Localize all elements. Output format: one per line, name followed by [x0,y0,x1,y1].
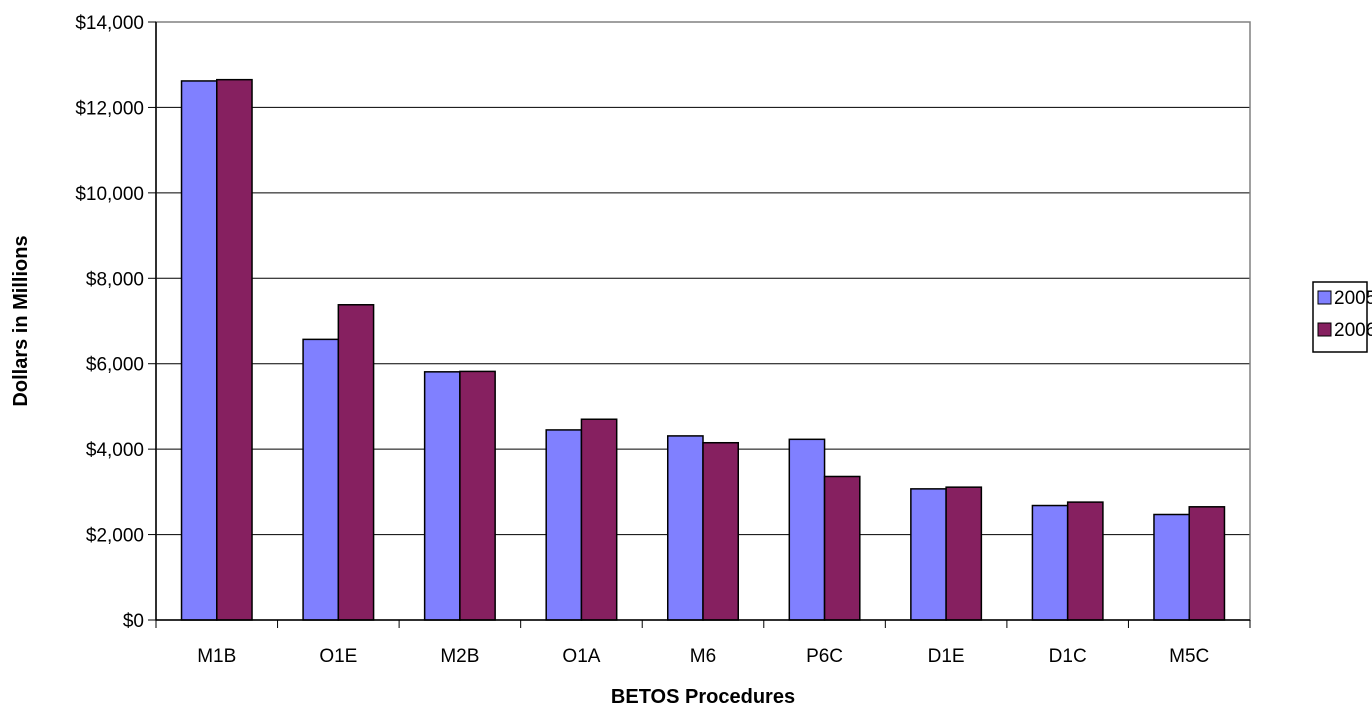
bar [1066,501,1104,621]
x-tick-label: P6C [806,646,843,667]
x-axis-tick-labels: M1B O1E M2B O1A M6 P6C D1E D1C M5C [197,646,1209,667]
bar [1031,504,1069,621]
bar [945,486,983,621]
bar [1188,506,1226,621]
bar [666,435,704,621]
x-tick-label: M6 [690,646,716,667]
bars [180,78,1226,621]
y-tick-label: $4,000 [86,440,144,461]
legend-swatch [1317,322,1332,337]
bar [459,370,496,621]
y-tick-label: $10,000 [75,184,144,205]
bar [788,438,826,621]
bar [180,80,218,621]
x-tick-label: D1E [928,646,965,667]
bar [302,338,340,621]
x-tick-label: D1C [1049,646,1087,667]
x-axis-title: BETOS Procedures [611,686,795,708]
y-tick-label: $8,000 [86,269,144,290]
bar [423,371,461,621]
bar [216,78,253,621]
y-tick-label: $12,000 [75,98,144,119]
y-tick-label: $0 [123,611,144,632]
legend-swatch [1317,290,1332,305]
bar [823,475,861,621]
bar [1153,513,1190,621]
bar [580,418,618,621]
x-tick-label: O1A [562,646,600,667]
bar [545,429,583,621]
y-tick-label: $2,000 [86,526,144,547]
y-tick-label: $14,000 [75,13,144,34]
y-axis-tick-labels: $0 $2,000 $4,000 $6,000 $8,000 $10,000 $12,000… [75,13,144,632]
y-tick-label: $6,000 [86,355,144,376]
x-tick-label: O1E [319,646,357,667]
axes [148,21,1251,628]
bar [702,441,740,621]
bar [910,488,947,621]
legend-label: 2006 [1334,320,1372,341]
x-tick-label: M2B [440,646,479,667]
bar [337,304,375,621]
legend-label: 2005 [1334,288,1372,309]
y-axis-title: Dollars in Millions [10,235,32,406]
x-tick-label: M1B [197,646,236,667]
legend: 2005 2006 [1312,281,1372,353]
x-tick-label: M5C [1169,646,1209,667]
